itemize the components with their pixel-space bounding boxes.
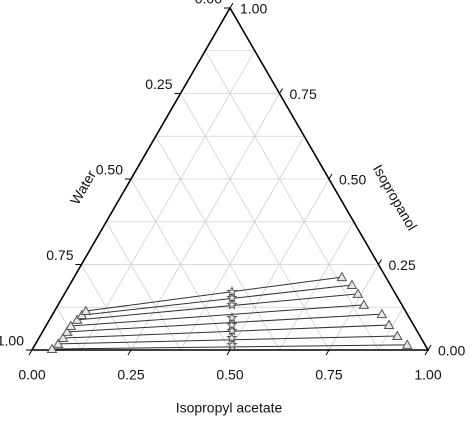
data-point	[391, 330, 403, 340]
tie-line	[63, 324, 390, 339]
right-tick-label: 0.00	[438, 343, 465, 359]
bottom-tick-label: 0.25	[117, 367, 144, 383]
right-tick-label: 0.50	[339, 172, 366, 188]
data-point	[346, 279, 358, 290]
data-point	[226, 312, 238, 323]
data-point	[226, 339, 238, 350]
grid-line	[81, 50, 256, 351]
tick-mark	[226, 349, 231, 356]
grid-line	[204, 50, 379, 351]
left-tick-label: 1.00	[0, 333, 24, 349]
tie-line	[58, 335, 398, 345]
bottom-tick-label: 0.75	[315, 367, 342, 383]
tick-mark	[279, 88, 283, 94]
data-point	[80, 305, 92, 316]
data-point	[226, 319, 238, 330]
data-point	[358, 299, 370, 309]
right-tick-label: 0.75	[290, 86, 317, 102]
grid-line	[180, 136, 305, 351]
left-tick-label: 0.25	[145, 76, 172, 92]
bottom-axis-title: Isopropyl acetate	[176, 400, 283, 416]
left-axis-title: Water	[67, 167, 99, 207]
data-point	[61, 326, 73, 336]
tick-mark	[378, 259, 382, 265]
data-point	[65, 320, 77, 331]
data-point	[352, 288, 364, 298]
bottom-tick-label: 1.00	[414, 367, 441, 383]
right-axis-title: Isopropanol	[370, 162, 420, 233]
grid-line	[155, 136, 280, 351]
left-tick-label: 0.00	[195, 0, 222, 7]
tie-line	[81, 284, 353, 316]
tick-mark	[325, 349, 330, 356]
data-point	[383, 319, 395, 330]
data-point	[226, 299, 238, 310]
data-point	[226, 332, 238, 343]
data-point	[401, 339, 413, 349]
grid-line	[105, 221, 181, 351]
data-point	[226, 292, 238, 303]
data-point	[376, 308, 388, 319]
tick-mark	[424, 349, 429, 356]
tie-line	[70, 304, 364, 327]
data-point	[52, 338, 64, 348]
tick-mark	[328, 173, 333, 180]
tick-mark	[127, 349, 132, 356]
data-point	[336, 271, 348, 282]
data-point	[71, 314, 83, 324]
bottom-tick-label: 0.50	[216, 367, 243, 383]
tick-mark	[28, 349, 33, 356]
tie-line	[77, 293, 358, 321]
data-point	[57, 332, 69, 343]
tick-mark	[427, 344, 432, 351]
right-tick-label: 0.25	[389, 257, 416, 273]
right-tick-label: 1.00	[240, 1, 267, 17]
bottom-tick-label: 0.00	[18, 367, 45, 383]
data-point	[46, 343, 58, 353]
tie-line	[67, 313, 382, 333]
left-tick-label: 0.50	[96, 162, 123, 178]
left-tick-label: 0.75	[46, 247, 73, 263]
data-point	[226, 286, 238, 297]
tie-line	[85, 276, 342, 312]
tick-mark	[229, 2, 234, 9]
